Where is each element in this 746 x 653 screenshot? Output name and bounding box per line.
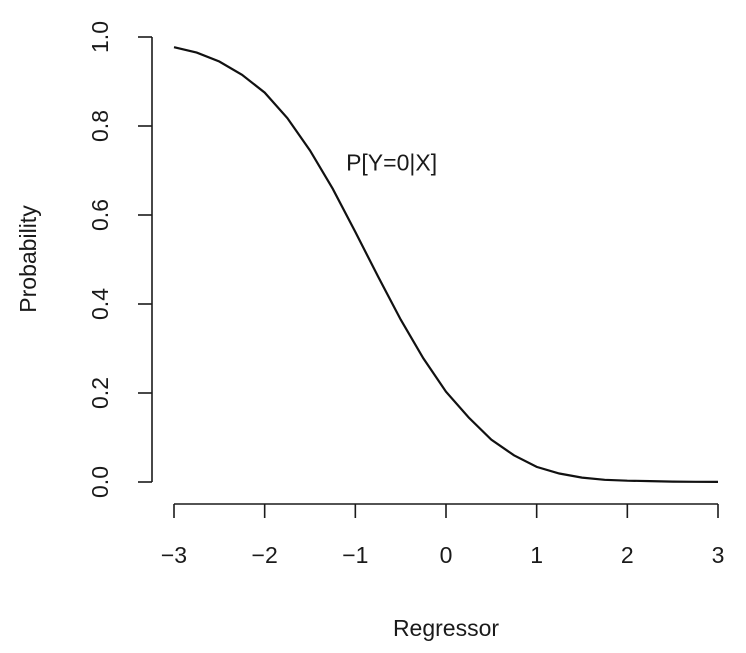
x-axis: −3 −2 −1 0 1 2 3: [161, 503, 725, 568]
y-axis: 0.0 0.2 0.4 0.6 0.8 1.0: [87, 21, 153, 498]
y-tick-label: 1.0: [87, 21, 113, 53]
x-tick-label: 0: [440, 542, 453, 568]
x-tick-label: −2: [252, 542, 278, 568]
y-tick-label: 0.8: [87, 110, 113, 142]
x-tick-label: 1: [530, 542, 543, 568]
x-tick-label: 3: [712, 542, 725, 568]
x-tick-label: −3: [161, 542, 187, 568]
probability-curve: [173, 46, 719, 483]
y-tick-label: 0.6: [87, 199, 113, 231]
y-tick-label: 0.2: [87, 377, 113, 409]
x-axis-title: Regressor: [393, 615, 499, 641]
y-tick-label: 0.4: [87, 288, 113, 320]
curve-annotation: P[Y=0|X]: [346, 150, 437, 176]
y-tick-label: 0.0: [87, 466, 113, 498]
y-axis-title: Probability: [15, 205, 41, 313]
x-tick-label: −1: [342, 542, 368, 568]
x-tick-label: 2: [621, 542, 634, 568]
